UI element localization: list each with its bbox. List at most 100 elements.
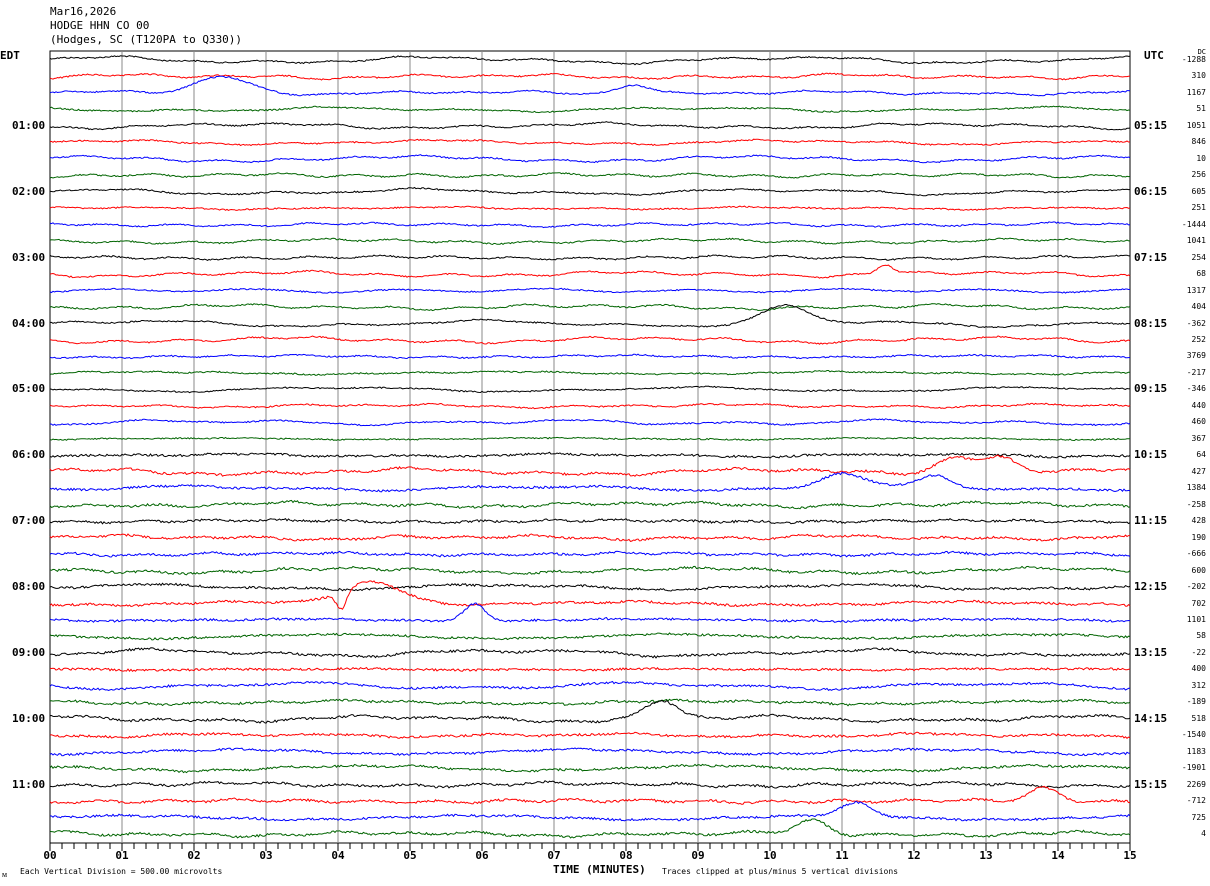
- dc-offset-label: 3769: [1186, 351, 1206, 361]
- dc-offset-label: 190: [1191, 532, 1206, 542]
- dc-offset-label: 1384: [1186, 483, 1206, 493]
- right-time-label: 06:15: [1134, 184, 1168, 198]
- seismic-trace: [49, 418, 1131, 427]
- logo-mark: ᴍ: [2, 870, 8, 879]
- seismic-trace: [49, 818, 1131, 839]
- seismic-trace: [49, 582, 1131, 592]
- seismic-trace: [49, 287, 1131, 294]
- x-tick-label: 02: [187, 849, 201, 862]
- seismic-trace: [50, 304, 1130, 329]
- seismic-trace: [49, 666, 1131, 673]
- dc-offset-label: 605: [1191, 186, 1206, 196]
- seismic-trace: [49, 565, 1131, 576]
- seismic-trace: [49, 55, 1131, 66]
- dc-offset-label: -22: [1191, 647, 1206, 657]
- left-time-label: 08:00: [12, 580, 46, 594]
- left-time-label: 10:00: [12, 711, 46, 725]
- left-time-label: 01:00: [12, 118, 46, 132]
- seismic-trace: [49, 602, 1131, 623]
- right-time-label: 08:15: [1134, 316, 1168, 330]
- dc-offset-label: -346: [1186, 384, 1206, 394]
- left-timezone: EDT: [0, 49, 20, 62]
- dc-offset-label: 702: [1191, 598, 1206, 608]
- dc-offset-label: -362: [1186, 318, 1206, 328]
- right-time-label: 15:15: [1134, 777, 1168, 791]
- x-tick-label: 09: [691, 849, 705, 862]
- dc-offset-label: 252: [1191, 334, 1206, 344]
- seismic-trace: [49, 533, 1130, 542]
- dc-offset-label: 1317: [1186, 285, 1206, 295]
- seismic-trace: [49, 436, 1130, 442]
- right-time-label: 07:15: [1134, 250, 1168, 264]
- seismic-trace: [49, 154, 1131, 164]
- right-time-label: 11:15: [1134, 514, 1168, 528]
- seismic-trace: [49, 785, 1131, 805]
- x-tick-label: 12: [907, 849, 921, 862]
- x-tick-label: 11: [835, 849, 849, 862]
- right-time-label: 14:15: [1134, 711, 1168, 725]
- seismic-trace: [49, 353, 1131, 360]
- dc-offset-label: 1101: [1186, 614, 1206, 624]
- dc-offset-label: 518: [1191, 713, 1206, 723]
- clip-note: Traces clipped at plus/minus 5 vertical …: [662, 867, 899, 876]
- dc-offset-label: 251: [1191, 203, 1206, 213]
- x-tick-label: 01: [115, 849, 129, 862]
- seismic-trace: [49, 303, 1131, 312]
- seismic-trace: [49, 780, 1131, 789]
- left-time-label: 02:00: [12, 184, 46, 198]
- seismic-trace: [49, 698, 1131, 707]
- dc-offset-label: 427: [1191, 466, 1206, 476]
- seismic-trace: [49, 763, 1131, 774]
- seismic-trace: [49, 499, 1131, 510]
- seismic-trace: [49, 747, 1131, 757]
- dc-offset-label: 846: [1191, 137, 1206, 147]
- x-tick-label: 10: [763, 849, 777, 862]
- seismic-trace: [49, 72, 1131, 81]
- dc-offset-label: 404: [1191, 302, 1206, 312]
- seismic-trace: [49, 580, 1131, 610]
- x-tick-label: 05: [403, 849, 417, 862]
- dc-header: DC: [1197, 48, 1206, 56]
- dc-offset-label: -202: [1186, 582, 1206, 592]
- seismic-trace: [49, 451, 1131, 459]
- dc-offset-label: -712: [1186, 796, 1206, 806]
- dc-offset-label: 4: [1201, 829, 1206, 839]
- x-tick-label: 06: [475, 849, 489, 862]
- left-time-label: 11:00: [12, 777, 46, 791]
- seismic-trace: [49, 454, 1131, 477]
- dc-offset-label: 600: [1191, 565, 1206, 575]
- x-tick-label: 03: [259, 849, 273, 862]
- dc-offset-label: 440: [1191, 400, 1206, 410]
- seismic-trace: [49, 550, 1131, 558]
- seismic-trace: [49, 680, 1131, 692]
- left-time-label: 03:00: [12, 250, 46, 264]
- dc-offset-label: 367: [1191, 433, 1206, 443]
- right-time-label: 09:15: [1134, 382, 1168, 396]
- seismic-trace: [49, 138, 1131, 147]
- seismic-trace: [49, 370, 1131, 376]
- plot-frame: [49, 50, 1131, 844]
- right-time-label: 12:15: [1134, 580, 1168, 594]
- dc-offset-label: 1183: [1186, 746, 1206, 756]
- dc-offset-label: -258: [1186, 499, 1206, 509]
- seismic-trace: [49, 699, 1131, 724]
- dc-offset-label: 1167: [1186, 87, 1206, 97]
- seismic-trace: [49, 264, 1131, 279]
- right-time-label: 10:15: [1134, 448, 1168, 462]
- scale-note: Each Vertical Division = 500.00 microvol…: [20, 867, 223, 876]
- left-time-label: 06:00: [12, 448, 46, 462]
- seismic-trace: [49, 800, 1131, 822]
- dc-offset-label: 51: [1196, 104, 1206, 114]
- x-tick-label: 07: [547, 849, 561, 862]
- left-time-label: 09:00: [12, 645, 46, 659]
- x-tick-label: 04: [331, 849, 345, 862]
- left-time-label: 07:00: [12, 514, 46, 528]
- dc-offset-label: 312: [1191, 680, 1206, 690]
- seismic-trace: [49, 75, 1131, 97]
- dc-offset-label: 460: [1191, 417, 1206, 427]
- right-timezone: UTC: [1144, 49, 1164, 62]
- x-tick-label: 00: [43, 849, 57, 862]
- seismic-trace: [49, 186, 1130, 197]
- dc-offset-label: 254: [1191, 252, 1206, 262]
- left-time-label: 05:00: [12, 382, 46, 396]
